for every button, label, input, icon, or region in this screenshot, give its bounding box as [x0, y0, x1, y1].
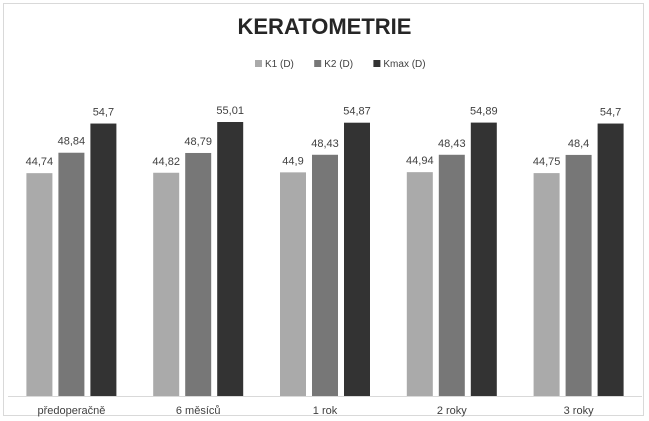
legend-label-3: Kmax (D) — [383, 59, 425, 70]
data-label-3-1: 54,7 — [93, 107, 114, 119]
chart-title: KERATOMETRIE — [237, 14, 412, 39]
data-label-3-2: 55,01 — [216, 105, 244, 117]
category-label-5: 3 roky — [564, 405, 594, 417]
data-label-3-3: 54,87 — [343, 106, 371, 118]
bar-3-3 — [344, 122, 370, 396]
data-label-1-4: 44,94 — [406, 155, 434, 167]
legend-label-2: K2 (D) — [324, 59, 353, 70]
bar-1-3 — [280, 172, 306, 396]
bar-1-1 — [26, 173, 53, 396]
data-label-1-3: 44,9 — [282, 155, 303, 167]
bar-3-1 — [90, 123, 117, 397]
bar-2-1 — [58, 152, 85, 396]
bar-1-4 — [406, 172, 433, 396]
data-label-2-1: 48,84 — [58, 136, 86, 148]
data-label-2-3: 48,43 — [311, 138, 339, 150]
data-label-3-5: 54,7 — [600, 107, 621, 119]
bar-2-2 — [185, 152, 212, 396]
legend-label-1: K1 (D) — [265, 59, 294, 70]
bar-3-5 — [597, 123, 624, 397]
data-label-3-4: 54,89 — [470, 106, 498, 118]
category-label-3: 1 rok — [313, 405, 338, 417]
category-label-1: předoperačně — [37, 405, 105, 417]
legend-swatch-3 — [373, 60, 381, 67]
data-label-2-4: 48,43 — [438, 138, 466, 150]
legend-swatch-2 — [314, 60, 322, 67]
bar-1-5 — [533, 173, 560, 396]
data-label-1-1: 44,74 — [26, 156, 54, 168]
bar-2-4 — [438, 154, 465, 396]
data-label-2-5: 48,4 — [568, 138, 589, 150]
category-label-4: 2 roky — [437, 405, 467, 417]
bar-2-3 — [312, 154, 338, 396]
bar-1-2 — [153, 172, 180, 396]
data-label-1-5: 44,75 — [533, 156, 561, 168]
legend-swatch-1 — [255, 60, 262, 67]
data-label-1-2: 44,82 — [152, 156, 180, 168]
bar-3-2 — [217, 122, 244, 396]
bar-3-4 — [470, 122, 497, 396]
bar-2-5 — [565, 154, 592, 396]
data-label-2-2: 48,79 — [184, 136, 212, 148]
category-label-2: 6 měsíců — [176, 405, 221, 417]
